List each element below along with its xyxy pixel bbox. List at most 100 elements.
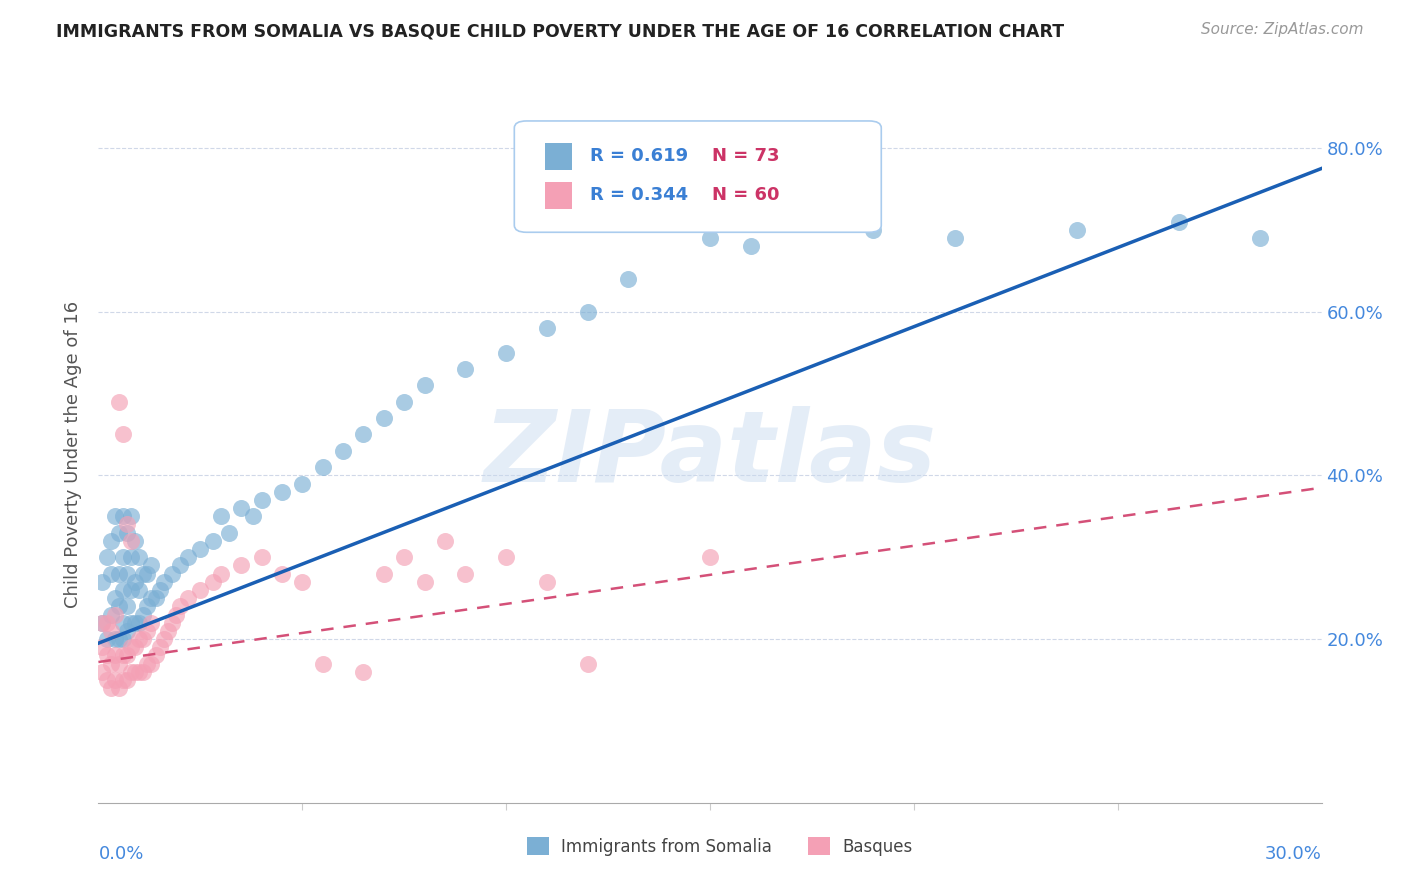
- Point: [165, 607, 187, 622]
- Point: [617, 272, 640, 286]
- Point: [188, 542, 212, 557]
- Point: [156, 624, 179, 638]
- Point: [91, 615, 114, 630]
- Point: [111, 632, 134, 646]
- Point: [96, 673, 118, 687]
- Point: [576, 304, 599, 318]
- Point: [413, 378, 436, 392]
- Point: [115, 599, 138, 614]
- Point: [120, 582, 142, 597]
- Point: [352, 665, 374, 679]
- Point: [141, 615, 163, 630]
- FancyBboxPatch shape: [526, 838, 548, 855]
- Point: [91, 665, 114, 679]
- Point: [111, 615, 134, 630]
- Point: [108, 566, 131, 581]
- Point: [96, 615, 118, 630]
- Point: [312, 657, 335, 671]
- Point: [454, 362, 477, 376]
- Point: [699, 231, 721, 245]
- Point: [392, 550, 416, 565]
- Point: [115, 648, 138, 663]
- Point: [124, 533, 146, 548]
- Point: [250, 550, 273, 565]
- Point: [699, 550, 721, 565]
- Point: [115, 517, 138, 532]
- Point: [91, 615, 114, 630]
- Point: [169, 558, 191, 573]
- Point: [132, 665, 155, 679]
- Point: [218, 525, 240, 540]
- Point: [124, 640, 146, 655]
- Point: [91, 574, 114, 589]
- Point: [136, 599, 159, 614]
- FancyBboxPatch shape: [808, 838, 830, 855]
- Point: [120, 550, 142, 565]
- Point: [141, 657, 163, 671]
- Point: [104, 509, 127, 524]
- Point: [332, 443, 354, 458]
- Point: [128, 665, 150, 679]
- Text: Immigrants from Somalia: Immigrants from Somalia: [561, 838, 772, 855]
- Point: [201, 533, 224, 548]
- Point: [149, 582, 172, 597]
- Point: [100, 624, 122, 638]
- FancyBboxPatch shape: [546, 144, 572, 169]
- Point: [124, 665, 146, 679]
- Text: R = 0.619: R = 0.619: [591, 147, 689, 165]
- Point: [132, 632, 155, 646]
- Point: [801, 214, 824, 228]
- Point: [104, 632, 127, 646]
- Point: [96, 632, 118, 646]
- Point: [312, 460, 335, 475]
- Point: [141, 591, 163, 606]
- Text: 30.0%: 30.0%: [1265, 845, 1322, 863]
- Point: [576, 657, 599, 671]
- Point: [111, 550, 134, 565]
- Text: N = 73: N = 73: [713, 147, 780, 165]
- FancyBboxPatch shape: [515, 121, 882, 232]
- Point: [104, 673, 127, 687]
- Point: [1249, 231, 1271, 245]
- Point: [291, 574, 314, 589]
- Point: [120, 665, 142, 679]
- Point: [242, 509, 264, 524]
- Point: [177, 591, 200, 606]
- Point: [111, 673, 134, 687]
- Point: [104, 607, 127, 622]
- Point: [495, 345, 517, 359]
- Point: [152, 574, 174, 589]
- Point: [124, 615, 146, 630]
- Point: [392, 394, 416, 409]
- Point: [100, 533, 122, 548]
- Point: [104, 648, 127, 663]
- Point: [270, 484, 294, 499]
- Point: [145, 648, 167, 663]
- Point: [536, 574, 558, 589]
- Point: [1066, 223, 1088, 237]
- Point: [152, 632, 174, 646]
- Point: [104, 591, 127, 606]
- Point: [862, 223, 884, 237]
- Point: [100, 607, 122, 622]
- Y-axis label: Child Poverty Under the Age of 16: Child Poverty Under the Age of 16: [63, 301, 82, 608]
- Point: [96, 550, 118, 565]
- Point: [120, 509, 142, 524]
- Text: Source: ZipAtlas.com: Source: ZipAtlas.com: [1201, 22, 1364, 37]
- Point: [149, 640, 172, 655]
- Point: [111, 582, 134, 597]
- Point: [434, 533, 457, 548]
- Text: IMMIGRANTS FROM SOMALIA VS BASQUE CHILD POVERTY UNDER THE AGE OF 16 CORRELATION : IMMIGRANTS FROM SOMALIA VS BASQUE CHILD …: [56, 22, 1064, 40]
- Point: [209, 509, 232, 524]
- Point: [100, 657, 122, 671]
- Point: [100, 566, 122, 581]
- Point: [132, 566, 155, 581]
- Point: [373, 566, 395, 581]
- Point: [108, 525, 131, 540]
- Point: [128, 615, 150, 630]
- Point: [108, 681, 131, 696]
- Point: [231, 501, 253, 516]
- Point: [136, 657, 159, 671]
- Point: [352, 427, 374, 442]
- Point: [91, 640, 114, 655]
